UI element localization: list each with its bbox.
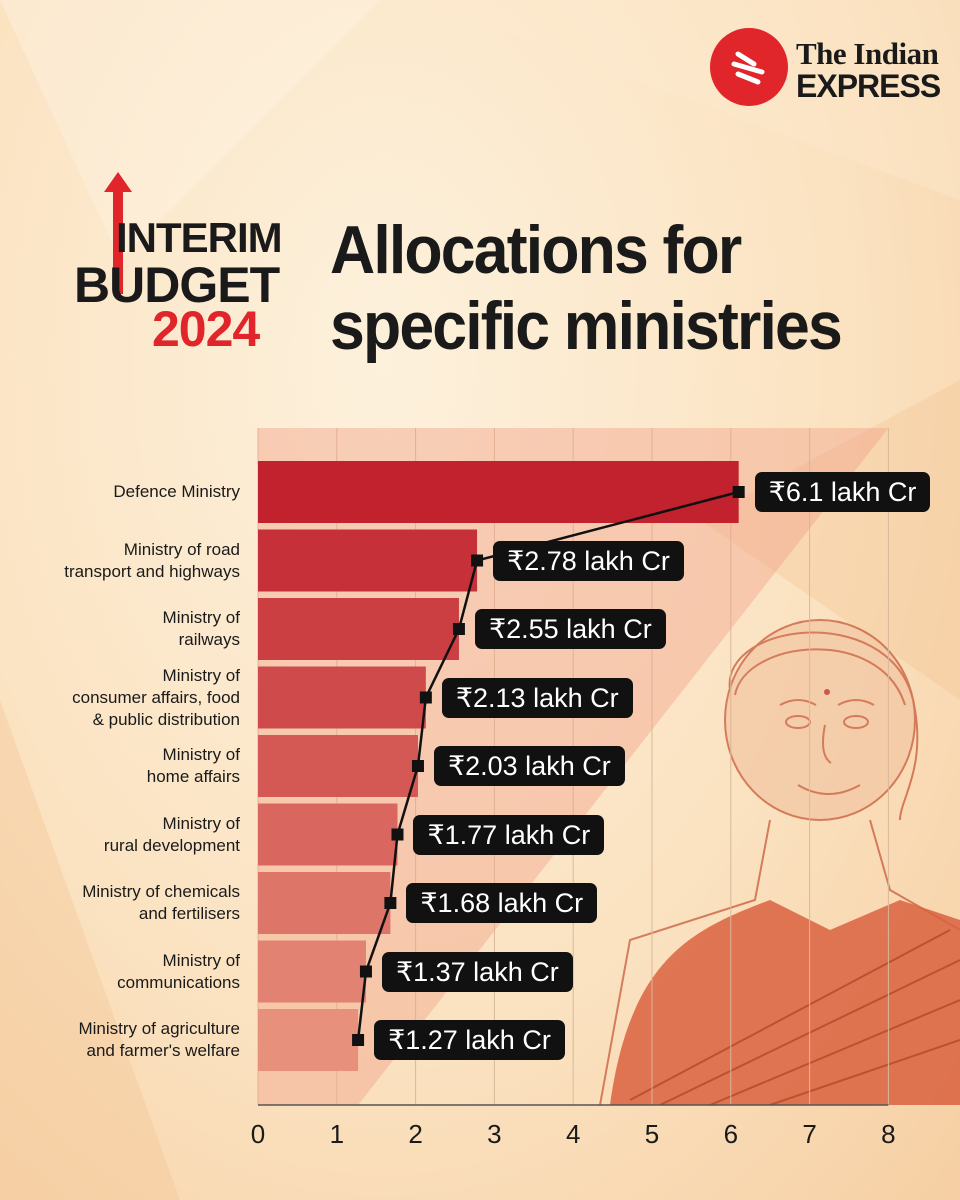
x-tick-labels: 0 1 2 3 4 5 6 7 8	[251, 1119, 896, 1149]
category-label-line: Ministry of	[162, 608, 240, 627]
data-point	[411, 760, 424, 772]
bar	[258, 598, 459, 660]
bar	[258, 940, 366, 1003]
category-label-line: Ministry of	[162, 665, 240, 685]
indian-express-logo: The Indian EXPRESS	[710, 28, 941, 108]
points	[352, 486, 745, 1046]
category-label-line: & public distribution	[92, 709, 240, 729]
category-label-line: and farmer's welfare	[86, 1041, 240, 1060]
value-label: ₹2.13 lakh Cr	[441, 677, 633, 718]
data-point	[352, 1034, 365, 1046]
category-label: Ministry of agriculture and farmer's welf…	[10, 1018, 240, 1062]
category-label-line: Ministry of	[162, 813, 240, 833]
category-label: Ministry of home affairs	[10, 744, 240, 788]
category-label-line: rural development	[103, 835, 240, 855]
category-label: Ministry of communications	[10, 950, 240, 994]
value-label: ₹2.03 lakh Cr	[433, 746, 625, 786]
title-line-2: specific ministries	[330, 288, 843, 364]
x-tick-label: 1	[330, 1119, 344, 1149]
category-label-line: Ministry of road	[123, 539, 240, 559]
category-label-line: home affairs	[146, 767, 240, 786]
bar	[258, 666, 426, 729]
category-label-line: Ministry of	[162, 950, 240, 970]
category-label-line: communications	[117, 972, 240, 992]
bar	[258, 529, 478, 592]
category-label-line: Ministry of	[162, 745, 240, 764]
x-tick-label: 6	[724, 1119, 738, 1149]
value-label: ₹6.1 lakh Cr	[754, 472, 931, 512]
bars	[258, 461, 739, 1071]
value-label: ₹2.78 lakh Cr	[493, 540, 684, 581]
x-tick-label: 0	[251, 1119, 265, 1149]
logo-line-1: The Indian	[796, 36, 939, 71]
portrait-illustration	[570, 600, 960, 1105]
category-label-line: railways	[178, 630, 240, 649]
category-label: Ministry of chemicals and fertilisers	[10, 881, 240, 925]
bar	[258, 1009, 359, 1071]
x-tick-label: 4	[566, 1119, 580, 1149]
category-label: Ministry of consumer affairs, food & publi…	[10, 665, 240, 731]
category-label-line: consumer affairs, food	[72, 687, 240, 707]
category-label: Ministry of rural development	[10, 813, 240, 857]
bar	[258, 803, 398, 866]
x-tick-label: 5	[645, 1119, 659, 1149]
data-point	[384, 897, 397, 909]
value-label: ₹1.68 lakh Cr	[406, 883, 598, 923]
value-label: ₹1.37 lakh Cr	[381, 951, 573, 992]
x-tick-label: 3	[487, 1119, 501, 1149]
logo-mark-icon	[710, 28, 788, 106]
badge-line-1: INTERIM	[116, 214, 283, 261]
value-label: ₹1.77 lakh Cr	[413, 814, 605, 855]
category-label-line: Ministry of agriculture	[78, 1019, 240, 1038]
arrow-up-icon	[104, 172, 132, 294]
data-point	[732, 486, 745, 498]
data-point	[419, 691, 432, 704]
interim-budget-badge: INTERIM BUDGET 2024	[70, 168, 305, 363]
bar	[258, 461, 739, 523]
bar	[258, 872, 391, 934]
x-tick-label: 2	[408, 1119, 422, 1149]
title-line-1: Allocations for	[330, 212, 742, 288]
category-label: Defence Ministry	[10, 481, 240, 503]
data-point	[391, 828, 404, 841]
chart-title: Allocations for specific ministries	[330, 212, 882, 364]
category-label-line: Ministry of chemicals	[82, 882, 240, 901]
logo-line-2: EXPRESS	[796, 68, 941, 104]
x-tick-label: 8	[881, 1119, 895, 1149]
data-point	[359, 965, 372, 978]
category-label-line: transport and highways	[64, 561, 240, 581]
x-tick-label: 7	[802, 1119, 816, 1149]
badge-line-3: 2024	[152, 301, 260, 357]
value-label: ₹2.55 lakh Cr	[474, 609, 666, 649]
category-label: Ministry of railways	[10, 607, 240, 651]
category-label: Ministry of road transport and highways	[10, 539, 240, 583]
badge-line-2: BUDGET	[74, 257, 280, 313]
bar	[258, 735, 418, 797]
data-point	[452, 623, 465, 635]
data-point	[471, 554, 484, 567]
value-label: ₹1.27 lakh Cr	[374, 1020, 565, 1060]
category-label-line: Defence Ministry	[113, 482, 240, 501]
category-label-line: and fertilisers	[138, 904, 240, 923]
